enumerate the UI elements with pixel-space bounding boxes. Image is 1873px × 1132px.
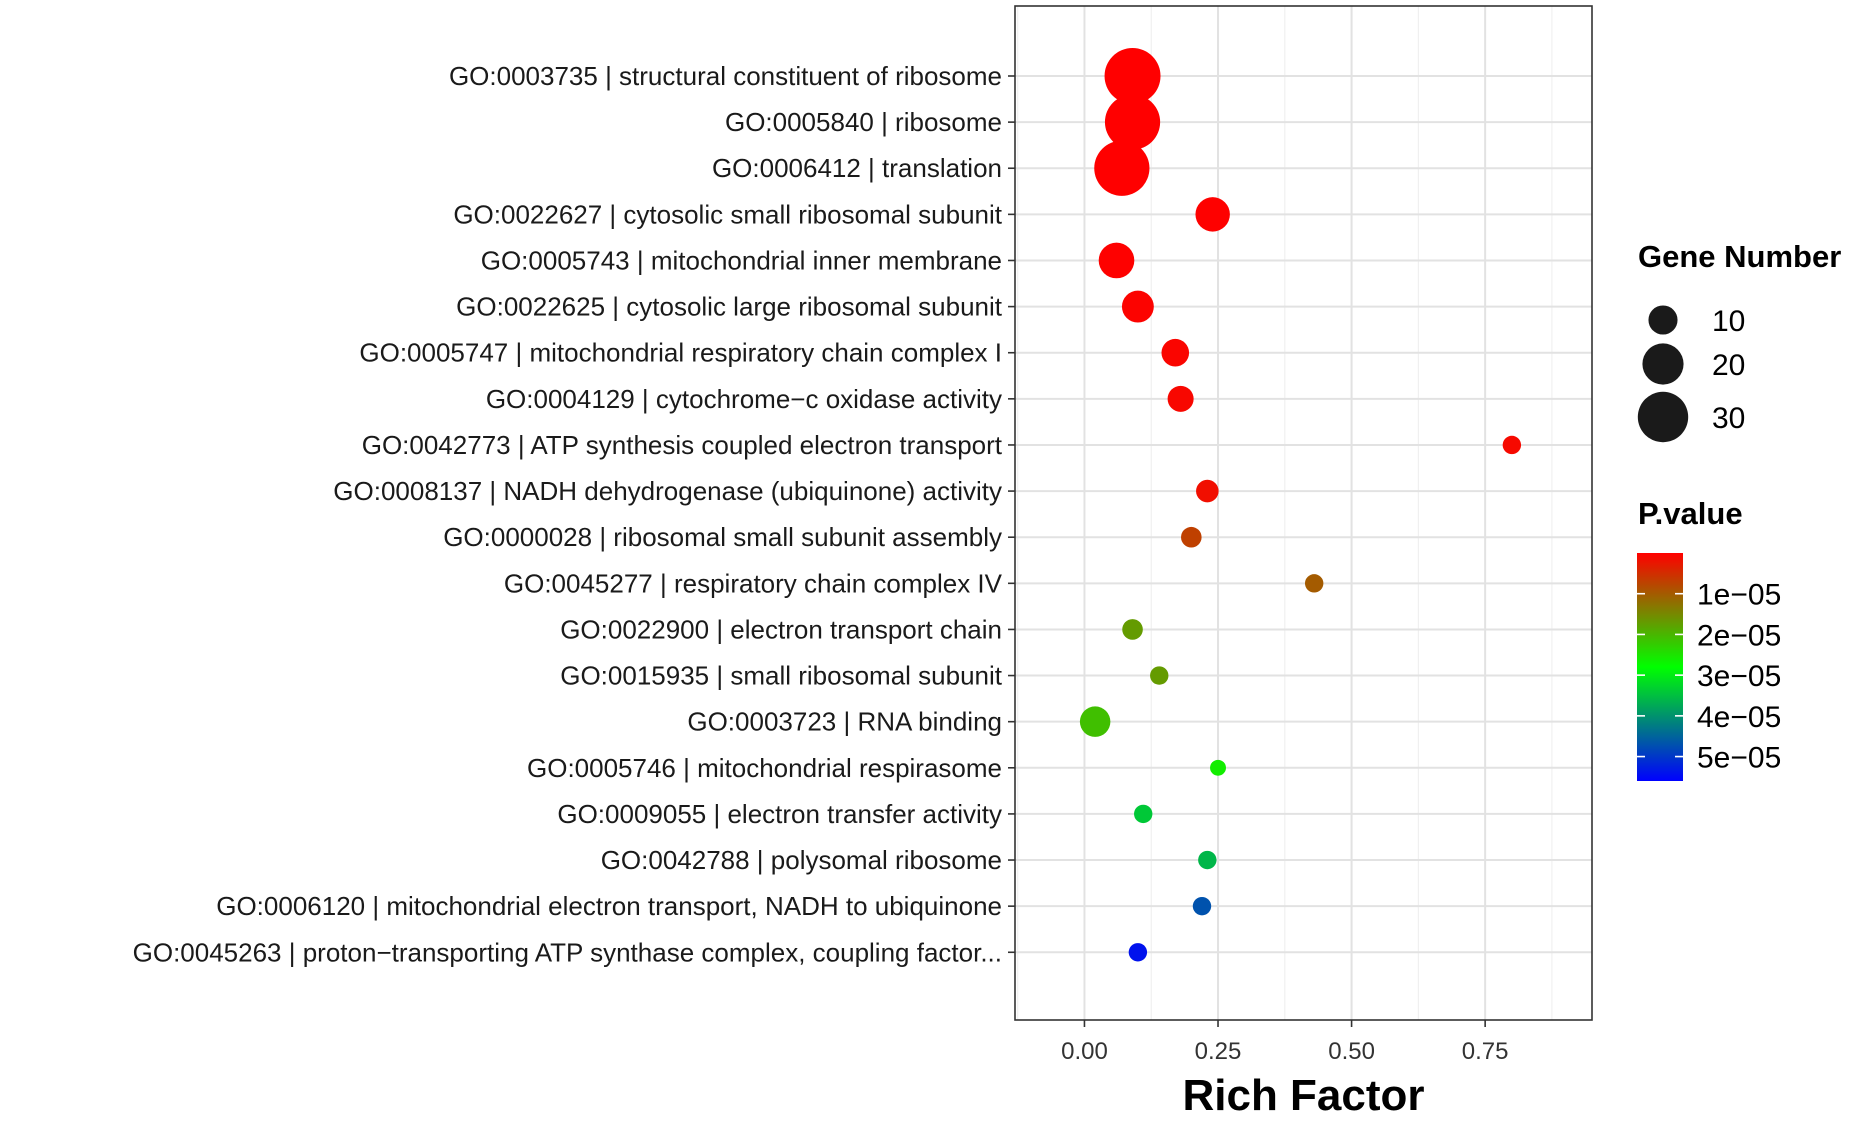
data-point bbox=[1196, 479, 1219, 503]
y-tick-label: GO:0022625 | cytosolic large ribosomal s… bbox=[456, 292, 1003, 322]
colorbar-tick-label: 3e−05 bbox=[1697, 660, 1781, 693]
size-legend-dot bbox=[1637, 391, 1689, 443]
x-tick-label: 0.75 bbox=[1462, 1038, 1509, 1065]
x-tick-label: 0.25 bbox=[1195, 1038, 1242, 1065]
p-value-colorbar bbox=[1637, 553, 1683, 781]
data-point bbox=[1161, 338, 1190, 367]
y-tick-label: GO:0008137 | NADH dehydrogenase (ubiquin… bbox=[333, 476, 1002, 506]
y-tick-label: GO:0005743 | mitochondrial inner membran… bbox=[481, 245, 1002, 275]
size-legend-label: 20 bbox=[1712, 349, 1745, 382]
data-point bbox=[1195, 197, 1230, 232]
x-axis: 0.00 0.25 0.50 0.75 bbox=[1061, 1020, 1509, 1065]
color-legend-ticks: 1e−05 2e−05 3e−05 4e−05 5e−05 bbox=[1637, 579, 1781, 775]
y-tick-label: GO:0042773 | ATP synthesis coupled elect… bbox=[362, 430, 1003, 460]
data-point bbox=[1104, 48, 1161, 104]
plot-panel-border bbox=[1014, 5, 1593, 1021]
y-tick-label: GO:0005746 | mitochondrial respirasome bbox=[527, 753, 1002, 783]
size-legend-dot bbox=[1648, 305, 1678, 335]
data-point bbox=[1167, 385, 1194, 412]
size-legend-title: Gene Number bbox=[1638, 239, 1841, 274]
data-points bbox=[1079, 48, 1522, 962]
y-tick-label: GO:0006120 | mitochondrial electron tran… bbox=[216, 891, 1002, 921]
y-tick-label: GO:0045277 | respiratory chain complex I… bbox=[504, 568, 1003, 598]
y-tick-label: GO:0005840 | ribosome bbox=[725, 107, 1002, 137]
legend: Gene Number 10 20 30 P.value 1e−05 2e−05 3e−… bbox=[1637, 239, 1841, 781]
size-legend-items: 10 20 30 bbox=[1637, 305, 1745, 443]
data-point bbox=[1128, 943, 1148, 962]
size-legend-label: 30 bbox=[1712, 402, 1745, 435]
y-tick-label: GO:0000028 | ribosomal small subunit ass… bbox=[443, 522, 1002, 552]
y-tick-label: GO:0022900 | electron transport chain bbox=[560, 614, 1002, 644]
data-point bbox=[1181, 526, 1202, 548]
y-tick-label: GO:0005747 | mitochondrial respiratory c… bbox=[359, 338, 1002, 368]
y-axis: GO:0003735 | structural constituent of r… bbox=[133, 61, 1015, 967]
colorbar-tick-label: 1e−05 bbox=[1697, 579, 1781, 612]
data-point bbox=[1192, 896, 1212, 916]
colorbar-tick-label: 4e−05 bbox=[1697, 701, 1781, 734]
data-point bbox=[1122, 619, 1143, 640]
x-tick-label: 0.50 bbox=[1328, 1038, 1375, 1065]
y-tick-label: GO:0006412 | translation bbox=[712, 153, 1002, 183]
data-point bbox=[1121, 290, 1154, 323]
y-tick-label: GO:0015935 | small ribosomal subunit bbox=[560, 661, 1003, 691]
size-legend-label: 10 bbox=[1712, 305, 1745, 338]
data-point bbox=[1134, 804, 1153, 824]
x-axis-title: Rich Factor bbox=[1182, 1071, 1424, 1120]
data-point bbox=[1094, 140, 1150, 196]
colorbar-tick-label: 2e−05 bbox=[1697, 619, 1781, 652]
data-point bbox=[1104, 94, 1161, 150]
data-point bbox=[1210, 759, 1226, 776]
data-point bbox=[1502, 435, 1522, 455]
y-tick-label: GO:0004129 | cytochrome−c oxidase activi… bbox=[486, 384, 1002, 414]
data-point bbox=[1304, 574, 1324, 593]
data-point bbox=[1198, 850, 1217, 870]
y-tick-label: GO:0003723 | RNA binding bbox=[687, 707, 1002, 737]
data-point bbox=[1098, 242, 1135, 279]
size-legend-dot bbox=[1642, 343, 1684, 385]
y-tick-label: GO:0042788 | polysomal ribosome bbox=[601, 845, 1002, 875]
x-tick-label: 0.00 bbox=[1061, 1038, 1108, 1065]
data-point bbox=[1079, 706, 1111, 737]
y-tick-label: GO:0003735 | structural constituent of r… bbox=[449, 61, 1002, 91]
colorbar-tick-label: 5e−05 bbox=[1697, 742, 1781, 775]
y-tick-label: GO:0009055 | electron transfer activity bbox=[557, 799, 1002, 829]
y-tick-label: GO:0022627 | cytosolic small ribosomal s… bbox=[453, 199, 1002, 229]
data-point bbox=[1150, 666, 1169, 685]
color-legend-title: P.value bbox=[1638, 496, 1743, 531]
y-tick-label: GO:0045263 | proton−transporting ATP syn… bbox=[133, 937, 1002, 967]
